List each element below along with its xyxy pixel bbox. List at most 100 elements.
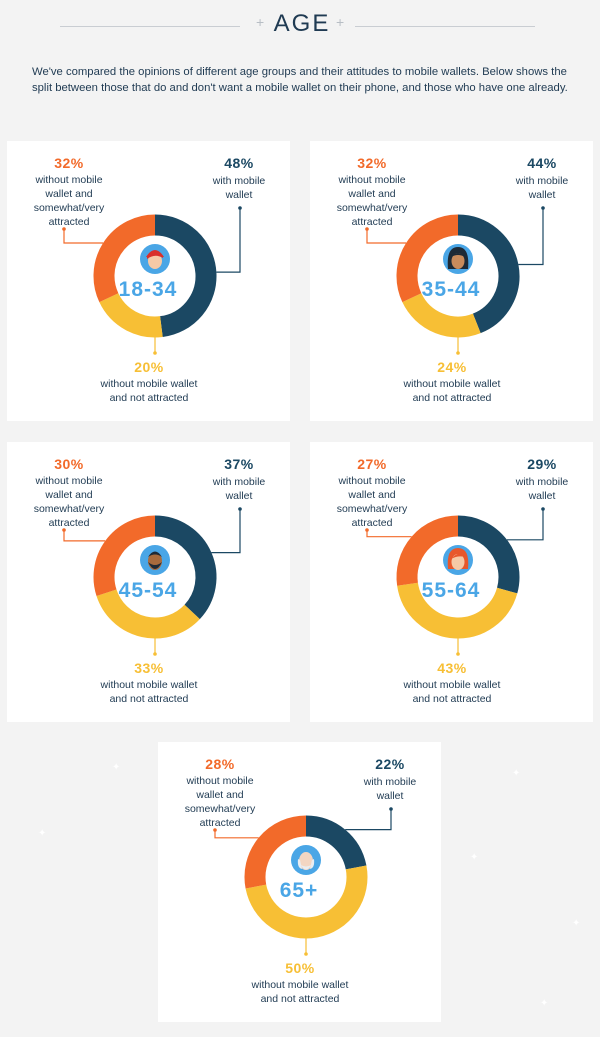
attracted-percent: 32% — [357, 155, 387, 171]
intro-paragraph: We've compared the opinions of different… — [32, 66, 568, 94]
description-line: wallet — [528, 189, 556, 201]
description-line: somewhat/very — [33, 503, 105, 515]
decor-star: ✦ — [512, 768, 521, 779]
description-line: attracted — [351, 517, 393, 529]
description-line: with mobile — [363, 776, 417, 788]
segment-attracted — [93, 515, 156, 596]
with-wallet-description: with mobile wallet — [502, 174, 582, 202]
description-line: without mobile — [35, 174, 103, 186]
description-line: and not attracted — [412, 392, 492, 404]
description-line: somewhat/very — [336, 503, 408, 515]
description-line: without mobile — [338, 475, 406, 487]
leader-dot — [541, 507, 545, 511]
leader-line-attracted — [63, 229, 104, 244]
description-line: with mobile — [515, 476, 569, 488]
attracted-percent: 28% — [205, 756, 235, 772]
not-attracted-description: without mobile wallet and not attracted — [370, 377, 534, 405]
not-attracted-percent: 20% — [134, 359, 164, 375]
leader-line-with-wallet — [506, 509, 544, 541]
description-line: and not attracted — [412, 693, 492, 705]
decor-star: ✦ — [572, 918, 581, 929]
description-line: attracted — [351, 216, 393, 228]
leader-line-attracted — [63, 530, 106, 542]
leader-dot — [456, 351, 460, 355]
age-group-label: 18-34 — [118, 278, 178, 301]
avatar-icon — [291, 845, 321, 875]
segment-not-attracted — [245, 865, 368, 939]
segment-not-attracted — [96, 589, 200, 639]
segment-attracted — [93, 214, 156, 303]
description-line: without mobile wallet — [100, 679, 198, 691]
segment-attracted — [396, 214, 459, 303]
plus-icon-left: + — [256, 14, 265, 30]
donut-chart — [365, 507, 545, 656]
donut-chart-card: 18-34 32% without mobile wallet and somewhat… — [7, 141, 290, 421]
leader-dot — [153, 652, 157, 656]
header-rule-left — [60, 26, 240, 27]
donut-chart — [213, 807, 393, 956]
page-title: AGE — [273, 10, 331, 37]
avatar-icon — [443, 244, 473, 274]
not-attracted-description: without mobile wallet and not attracted — [67, 678, 231, 706]
description-line: somewhat/very — [184, 803, 256, 815]
description-line: without mobile wallet — [403, 378, 501, 390]
attracted-percent: 32% — [54, 155, 84, 171]
description-line: wallet and — [196, 789, 244, 801]
description-line: without mobile wallet — [403, 679, 501, 691]
leader-dot — [304, 952, 308, 956]
description-line: attracted — [48, 216, 90, 228]
leader-line-with-wallet — [518, 208, 544, 266]
with-wallet-percent: 44% — [527, 155, 557, 171]
age-group-label: 55-64 — [421, 579, 481, 602]
segment-not-attracted — [402, 292, 481, 338]
description-line: and not attracted — [109, 693, 189, 705]
description-line: wallet and — [45, 489, 93, 501]
leader-dot — [541, 206, 545, 210]
description-line: with mobile — [515, 175, 569, 187]
leader-dot — [62, 227, 66, 231]
leader-dot — [456, 652, 460, 656]
attracted-description: without mobile wallet and somewhat/very att… — [322, 173, 422, 229]
description-line: wallet — [376, 790, 404, 802]
description-line: without mobile — [35, 475, 103, 487]
segment-not-attracted — [99, 292, 163, 338]
leader-line-with-wallet — [211, 509, 241, 554]
age-group-label: 65+ — [279, 879, 319, 902]
description-line: wallet — [528, 490, 556, 502]
description-line: wallet and — [348, 188, 396, 200]
description-line: wallet and — [348, 489, 396, 501]
segment-with-wallet — [154, 214, 217, 338]
attracted-description: without mobile wallet and somewhat/very att… — [322, 474, 422, 530]
segment-not-attracted — [397, 582, 518, 639]
attracted-percent: 27% — [357, 456, 387, 472]
not-attracted-percent: 43% — [437, 660, 467, 676]
description-line: with mobile — [212, 476, 266, 488]
with-wallet-percent: 29% — [527, 456, 557, 472]
description-line: with mobile — [212, 175, 266, 187]
decor-star: ✦ — [540, 998, 549, 1009]
leader-line-attracted — [214, 830, 259, 839]
segment-with-wallet — [305, 815, 367, 870]
with-wallet-description: with mobile wallet — [502, 475, 582, 503]
leader-dot — [365, 227, 369, 231]
description-line: wallet — [225, 490, 253, 502]
decor-star: ✦ — [38, 828, 47, 839]
donut-chart-card: 65+ 28% without mobile wallet and somewhat/v… — [158, 742, 441, 1022]
description-line: without mobile wallet — [251, 979, 349, 991]
leader-line-with-wallet — [345, 809, 392, 831]
segment-with-wallet — [457, 214, 520, 334]
avatar-icon — [140, 545, 170, 575]
donut-chart — [365, 206, 545, 355]
with-wallet-percent: 22% — [375, 756, 405, 772]
leader-dot — [389, 807, 393, 811]
not-attracted-description: without mobile wallet and not attracted — [67, 377, 231, 405]
leader-dot — [238, 507, 242, 511]
with-wallet-percent: 48% — [224, 155, 254, 171]
attracted-description: without mobile wallet and somewhat/very att… — [170, 774, 270, 830]
not-attracted-description: without mobile wallet and not attracted — [218, 978, 382, 1006]
not-attracted-percent: 24% — [437, 359, 467, 375]
with-wallet-description: with mobile wallet — [199, 174, 279, 202]
age-group-label: 45-54 — [118, 579, 178, 602]
donut-chart-card: 45-54 30% without mobile wallet and somewhat… — [7, 442, 290, 722]
segment-with-wallet — [154, 515, 217, 620]
